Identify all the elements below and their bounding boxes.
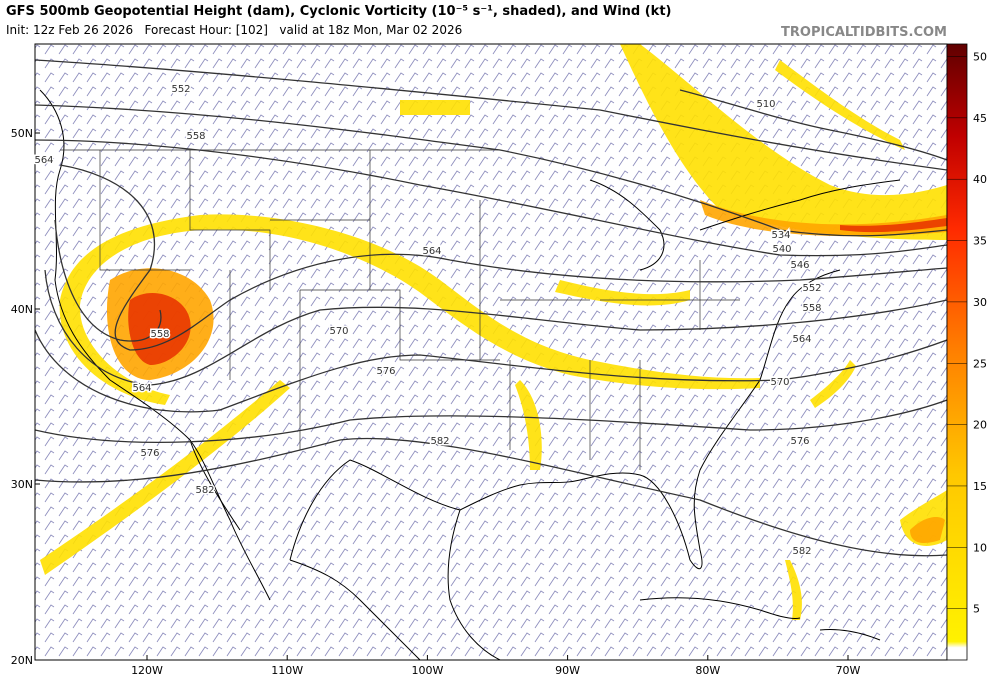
lon-label: 120W [131,664,163,677]
watermark: TROPICALTIDBITS.COM [781,25,947,40]
contour-label: 570 [770,377,789,388]
contour-label: 558 [802,303,821,314]
contour-label: 510 [756,99,775,110]
subtitle: Init: 12z Feb 26 2026 Forecast Hour: [10… [6,23,462,37]
lat-label: 30N [11,478,33,491]
lon-label: 80W [695,664,720,677]
lat-label: 40N [11,303,33,316]
contour-label: 564 [34,155,53,166]
title: GFS 500mb Geopotential Height (dam), Cyc… [6,4,672,19]
colorbar [946,43,968,661]
lat-label: 20N [11,654,33,667]
contour-label: 564 [792,334,811,345]
height-contours [35,59,947,557]
lon-label: 90W [555,664,580,677]
contour-label: 552 [802,283,821,294]
colorbar-label: 40 [973,173,987,186]
contour-label: 582 [430,436,449,447]
colorbar-label: 5 [973,603,980,616]
contour-label: 582 [195,485,214,496]
colorbar-label: 20 [973,419,987,432]
state-borders [60,149,740,470]
contour-label: 582 [792,546,811,557]
contour-label: 576 [790,436,809,447]
contour-label: 558 [150,329,169,340]
colorbar-label: 45 [973,112,987,125]
contour-label: 552 [171,84,190,95]
contour-label: 576 [140,448,159,459]
colorbar-label: 10 [973,541,987,554]
contour-label: 534 [771,230,790,241]
contour-label: 540 [772,244,791,255]
contour-label: 564 [422,246,441,257]
map-area [35,44,947,660]
colorbar-label: 35 [973,235,987,248]
contour-label: 570 [329,326,348,337]
colorbar-label: 30 [973,296,987,309]
colorbar-label: 50 [973,51,987,64]
lon-label: 100W [411,664,443,677]
lon-label: 110W [271,664,303,677]
colorbar-label: 25 [973,357,987,370]
contour-label: 558 [186,131,205,142]
colorbar-label: 15 [973,480,987,493]
contour-label: 576 [376,366,395,377]
contour-label: 546 [790,260,809,271]
lat-label: 50N [11,127,33,140]
lon-label: 70W [836,664,861,677]
contour-label: 564 [132,383,151,394]
